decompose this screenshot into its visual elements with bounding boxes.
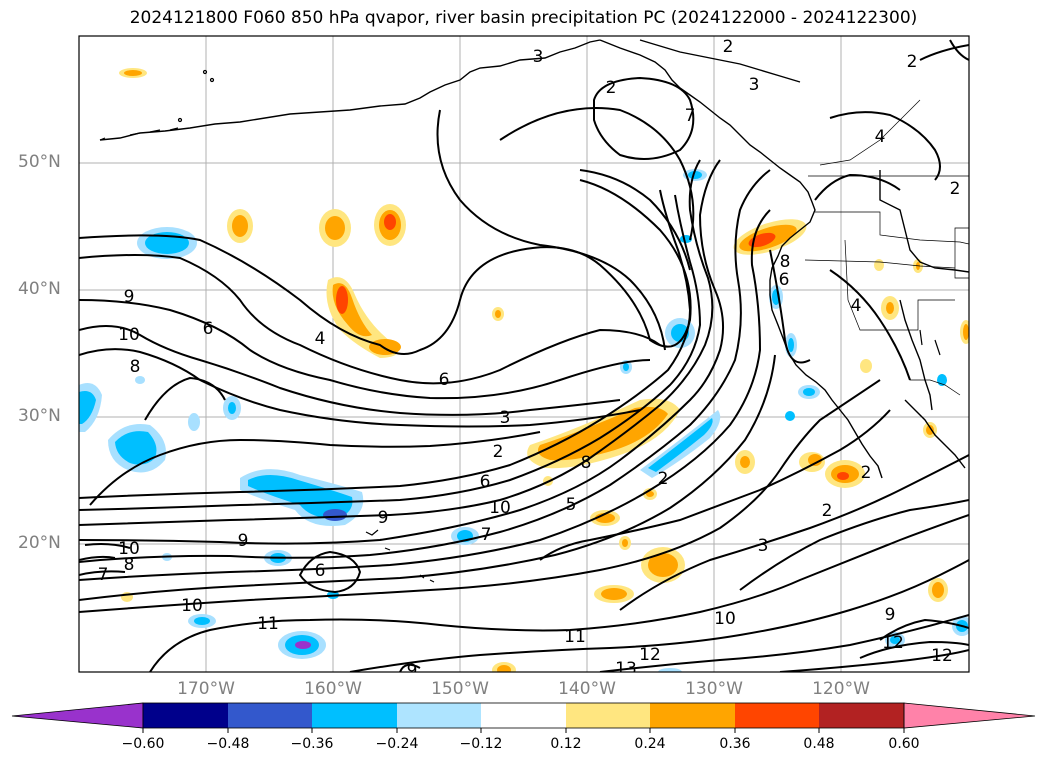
svg-text:3: 3 [749, 75, 760, 95]
svg-text:6: 6 [779, 270, 790, 290]
svg-text:13: 13 [615, 659, 637, 679]
svg-text:2: 2 [822, 501, 833, 521]
svg-text:2: 2 [493, 442, 504, 462]
colorbar [11, 702, 1036, 733]
lon-label-150w: 150°W [431, 679, 489, 699]
svg-text:8: 8 [124, 555, 135, 575]
svg-text:8: 8 [130, 357, 141, 377]
svg-text:7: 7 [481, 525, 492, 545]
svg-text:6: 6 [203, 319, 214, 339]
lat-label-50n: 50°N [18, 152, 61, 172]
colorbar-tick-label: 0.60 [888, 736, 920, 752]
map-frame [78, 35, 970, 673]
svg-text:2: 2 [723, 37, 734, 57]
lon-label-130w: 130°W [685, 679, 743, 699]
svg-text:9: 9 [124, 287, 135, 307]
lon-label-140w: 140°W [558, 679, 616, 699]
svg-text:7: 7 [685, 106, 696, 126]
svg-text:4: 4 [875, 127, 886, 147]
svg-text:2: 2 [907, 52, 918, 72]
svg-text:6: 6 [439, 370, 450, 390]
svg-text:10: 10 [489, 498, 511, 518]
qvapor-contours [79, 39, 969, 672]
svg-text:11: 11 [564, 627, 586, 647]
colorbar-tick-label: 0.36 [719, 736, 751, 752]
lon-label-120w: 120°W [812, 679, 870, 699]
svg-text:12: 12 [931, 646, 953, 666]
colorbar-tick-label: −0.24 [375, 736, 419, 752]
svg-text:10: 10 [714, 609, 736, 629]
svg-text:8: 8 [581, 453, 592, 473]
colorbar-tick-label: −0.60 [121, 736, 165, 752]
svg-text:6: 6 [315, 561, 326, 581]
svg-text:10: 10 [118, 325, 140, 345]
lon-label-160w: 160°W [304, 679, 362, 699]
svg-text:4: 4 [851, 296, 862, 316]
lat-label-40n: 40°N [18, 279, 61, 299]
svg-text:12: 12 [882, 633, 904, 653]
svg-text:9: 9 [407, 661, 418, 681]
svg-text:8: 8 [780, 252, 791, 272]
svg-text:7: 7 [98, 565, 109, 585]
svg-text:9: 9 [885, 605, 896, 625]
svg-text:3: 3 [500, 408, 511, 428]
svg-text:3: 3 [533, 47, 544, 67]
svg-text:10: 10 [181, 596, 203, 616]
colorbar-tick-label: 0.24 [634, 736, 666, 752]
borders [804, 99, 969, 396]
svg-text:4: 4 [315, 329, 326, 349]
lat-label-20n: 20°N [18, 533, 61, 553]
colorbar-tick-label: 0.12 [550, 736, 582, 752]
svg-text:5: 5 [566, 495, 577, 515]
lat-label-30n: 30°N [18, 406, 61, 426]
svg-text:9: 9 [238, 531, 249, 551]
svg-text:2: 2 [606, 78, 617, 98]
colorbar-tick-label: −0.12 [459, 736, 503, 752]
svg-text:9: 9 [378, 508, 389, 528]
map-title: 2024121800 F060 850 hPa qvapor, river ba… [129, 8, 918, 28]
svg-text:12: 12 [639, 645, 661, 665]
svg-text:2: 2 [658, 469, 669, 489]
svg-text:2: 2 [950, 179, 961, 199]
svg-text:10: 10 [118, 539, 140, 559]
contour-labels: 3 2 3 2 2 4 2 7 9 10 8 6 4 6 3 2 6 10 9 … [98, 37, 961, 681]
svg-text:2: 2 [861, 463, 872, 483]
lon-label-170w: 170°W [177, 679, 235, 699]
svg-text:6: 6 [480, 472, 491, 492]
coastlines [99, 39, 969, 479]
svg-text:3: 3 [758, 536, 769, 556]
colorbar-tick-label: 0.48 [803, 736, 835, 752]
svg-text:11: 11 [257, 614, 279, 634]
colorbar-tick-label: −0.36 [290, 736, 334, 752]
colorbar-tick-label: −0.48 [206, 736, 250, 752]
map-background [79, 36, 969, 672]
